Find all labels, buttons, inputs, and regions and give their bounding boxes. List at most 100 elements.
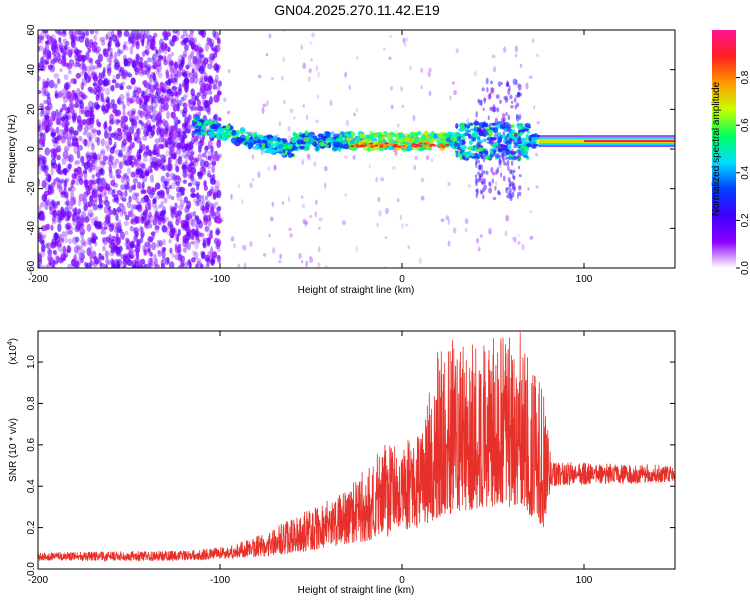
noise-blob bbox=[128, 210, 134, 218]
halo-blob bbox=[488, 181, 491, 186]
noise-blob bbox=[116, 197, 120, 205]
halo-blob bbox=[517, 150, 521, 155]
noise-blob bbox=[134, 38, 140, 47]
noise-blob bbox=[170, 182, 177, 190]
noise-blob bbox=[118, 149, 123, 156]
ridge-blob bbox=[398, 133, 406, 139]
noise-blob bbox=[67, 230, 73, 235]
noise-blob bbox=[170, 163, 174, 171]
noise-blob bbox=[173, 151, 177, 157]
noise-blob bbox=[125, 253, 131, 260]
noise-blob bbox=[170, 51, 175, 57]
noise-blob bbox=[116, 206, 122, 213]
halo-blob bbox=[491, 178, 495, 184]
noise-blob bbox=[168, 261, 175, 268]
halo-blob bbox=[486, 132, 489, 136]
noise-blob bbox=[197, 171, 203, 181]
noise-blob bbox=[46, 199, 51, 206]
noise-blob bbox=[41, 264, 45, 268]
noise-blob bbox=[100, 230, 107, 235]
noise-blob bbox=[139, 237, 144, 244]
halo-blob bbox=[518, 135, 521, 142]
noise-blob bbox=[183, 261, 188, 268]
spectrogram-heatmap bbox=[38, 30, 675, 268]
noise-blob bbox=[53, 232, 60, 239]
noise-blob bbox=[171, 253, 176, 258]
faint-noise-blob bbox=[288, 227, 292, 232]
halo-blob bbox=[473, 127, 477, 132]
noise-blob bbox=[144, 220, 149, 227]
noise-blob bbox=[181, 102, 186, 107]
noise-blob bbox=[97, 169, 104, 174]
noise-blob bbox=[43, 59, 48, 65]
noise-blob bbox=[205, 200, 212, 208]
noise-blob bbox=[127, 259, 133, 266]
noise-blob bbox=[172, 174, 177, 182]
noise-blob bbox=[214, 185, 219, 191]
noise-blob bbox=[131, 108, 137, 114]
noise-blob bbox=[38, 163, 43, 170]
noise-blob bbox=[78, 193, 85, 202]
halo-blob bbox=[510, 169, 514, 175]
noise-blob bbox=[102, 245, 106, 252]
noise-blob bbox=[99, 150, 106, 157]
noise-blob bbox=[164, 140, 169, 148]
noise-blob bbox=[138, 225, 143, 233]
noise-blob bbox=[44, 106, 51, 111]
noise-blob bbox=[133, 183, 137, 191]
noise-blob bbox=[82, 196, 88, 206]
ridge-blob bbox=[389, 131, 395, 136]
noise-blob bbox=[44, 201, 49, 211]
noise-blob bbox=[184, 44, 189, 52]
noise-blob bbox=[129, 118, 134, 123]
noise-blob bbox=[193, 135, 198, 143]
noise-blob bbox=[70, 190, 75, 200]
noise-blob bbox=[63, 46, 69, 56]
noise-blob bbox=[71, 89, 77, 97]
noise-blob bbox=[123, 211, 128, 217]
noise-blob bbox=[201, 152, 207, 158]
noise-blob bbox=[38, 119, 42, 128]
noise-blob bbox=[161, 249, 166, 259]
noise-blob bbox=[80, 95, 85, 101]
noise-blob bbox=[50, 224, 54, 231]
noise-blob bbox=[44, 114, 48, 120]
noise-blob bbox=[163, 55, 167, 62]
noise-blob bbox=[134, 215, 140, 220]
ridge-blob bbox=[468, 155, 473, 159]
noise-blob bbox=[163, 120, 169, 129]
noise-blob bbox=[148, 211, 152, 218]
noise-blob bbox=[87, 208, 94, 218]
noise-blob bbox=[48, 118, 53, 127]
ridge-blob bbox=[414, 136, 420, 143]
noise-blob bbox=[76, 87, 81, 95]
noise-blob bbox=[108, 250, 115, 257]
ridge-blob bbox=[454, 131, 461, 137]
noise-blob bbox=[123, 180, 130, 190]
noise-blob bbox=[66, 137, 72, 146]
faint-noise-blob bbox=[513, 236, 517, 243]
noise-blob bbox=[71, 31, 77, 40]
halo-blob bbox=[505, 112, 508, 116]
noise-blob bbox=[38, 177, 41, 187]
noise-blob bbox=[89, 30, 95, 35]
noise-blob bbox=[204, 225, 210, 233]
noise-blob bbox=[157, 250, 163, 257]
noise-blob bbox=[122, 109, 126, 118]
halo-blob bbox=[482, 194, 485, 200]
ridge-blob bbox=[268, 138, 276, 142]
noise-blob bbox=[163, 197, 168, 204]
noise-blob bbox=[124, 131, 131, 136]
noise-blob bbox=[61, 237, 65, 243]
noise-blob bbox=[161, 190, 165, 200]
noise-blob bbox=[218, 80, 222, 87]
faint-noise-blob bbox=[283, 100, 286, 105]
faint-noise-blob bbox=[355, 56, 359, 60]
noise-blob bbox=[43, 164, 49, 174]
noise-blob bbox=[190, 106, 194, 112]
noise-blob bbox=[142, 33, 148, 39]
noise-blob bbox=[110, 98, 115, 106]
ridge-blob bbox=[272, 149, 279, 153]
noise-blob bbox=[87, 57, 93, 63]
noise-blob bbox=[172, 30, 179, 34]
